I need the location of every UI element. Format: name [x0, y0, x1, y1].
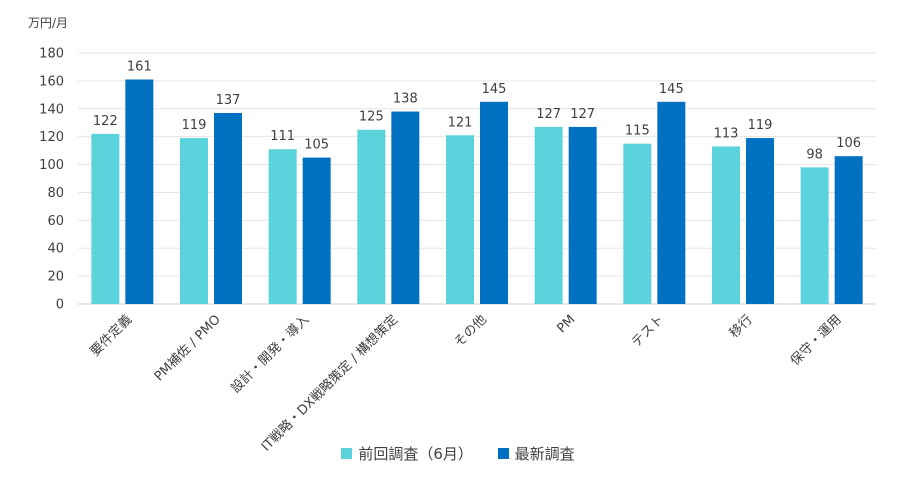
legend-label-latest: 最新調査 — [514, 445, 575, 463]
y-axis-unit-label: 万円/月 — [28, 16, 69, 30]
bars — [91, 79, 863, 305]
data-label: 122 — [93, 114, 118, 129]
bar-latest — [657, 101, 686, 304]
x-tick-label: PM補佐 / PMO — [152, 312, 224, 384]
bar-previous — [800, 167, 829, 304]
bar-latest — [302, 157, 331, 304]
x-tick-label: 要件定義 — [87, 312, 135, 360]
y-tick-label: 60 — [47, 214, 64, 229]
bar-previous — [534, 126, 563, 305]
data-label: 127 — [570, 107, 595, 122]
data-labels: 122 161 119 137 111 105 125 138 121 145 127 127 115 1… — [93, 59, 861, 162]
bar-previous — [91, 133, 120, 304]
bar-previous — [268, 149, 297, 304]
y-axis: 0 20 40 60 80 100 120 140 160 180 — [39, 47, 64, 313]
bar-latest — [746, 138, 774, 304]
x-tick-label: テスト — [629, 312, 667, 350]
data-label: 105 — [304, 138, 329, 153]
bar-latest — [391, 111, 420, 304]
y-tick-label: 80 — [47, 186, 64, 201]
data-label: 137 — [216, 93, 241, 108]
data-label: 98 — [806, 147, 823, 162]
data-label: 161 — [127, 59, 152, 74]
data-label: 145 — [659, 82, 684, 97]
legend-label-previous: 前回調査（6月） — [358, 445, 473, 463]
data-label: 145 — [482, 82, 507, 97]
x-tick-label: その他 — [452, 312, 490, 350]
legend-item-latest: 最新調査 — [497, 443, 575, 464]
y-tick-label: 140 — [39, 102, 64, 117]
x-tick-label: 移行 — [727, 312, 756, 341]
bar-previous — [446, 135, 474, 304]
bar-latest — [214, 112, 242, 304]
data-label: 113 — [714, 126, 739, 141]
y-tick-label: 120 — [39, 130, 64, 145]
data-label: 119 — [182, 118, 207, 133]
data-label: 125 — [359, 110, 384, 125]
x-tick-label: PM — [554, 312, 578, 336]
x-tick-label: 保守・運用 — [788, 312, 845, 369]
legend-item-previous: 前回調査（6月） — [341, 443, 473, 464]
data-label: 119 — [748, 118, 773, 133]
y-tick-label: 180 — [39, 47, 64, 62]
gridlines — [78, 52, 876, 305]
data-label: 121 — [448, 115, 473, 130]
y-tick-label: 0 — [56, 298, 64, 313]
y-tick-label: 100 — [39, 158, 64, 173]
bar-previous — [357, 129, 386, 304]
y-tick-label: 20 — [47, 270, 64, 285]
bar-latest — [125, 79, 154, 304]
y-tick-label: 160 — [39, 74, 64, 89]
bar-latest — [480, 101, 508, 304]
bar-previous — [712, 146, 740, 304]
x-tick-label: 設計・開発・導入 — [228, 312, 313, 397]
data-label: 111 — [270, 129, 295, 144]
data-label: 138 — [393, 92, 418, 107]
x-tick-label: IT戦略・DX戦略策定 / 構想策定 — [258, 312, 401, 455]
bar-previous — [623, 143, 652, 304]
legend-swatch-latest — [497, 448, 509, 459]
bar-previous — [180, 138, 208, 304]
data-label: 115 — [625, 124, 650, 139]
y-tick-label: 40 — [47, 242, 64, 257]
data-label: 127 — [536, 107, 561, 122]
legend: 前回調査（6月） 最新調査 — [0, 443, 916, 464]
data-label: 106 — [836, 136, 861, 151]
legend-swatch-previous — [341, 448, 353, 459]
bar-latest — [568, 126, 597, 305]
bar-latest — [834, 156, 863, 304]
